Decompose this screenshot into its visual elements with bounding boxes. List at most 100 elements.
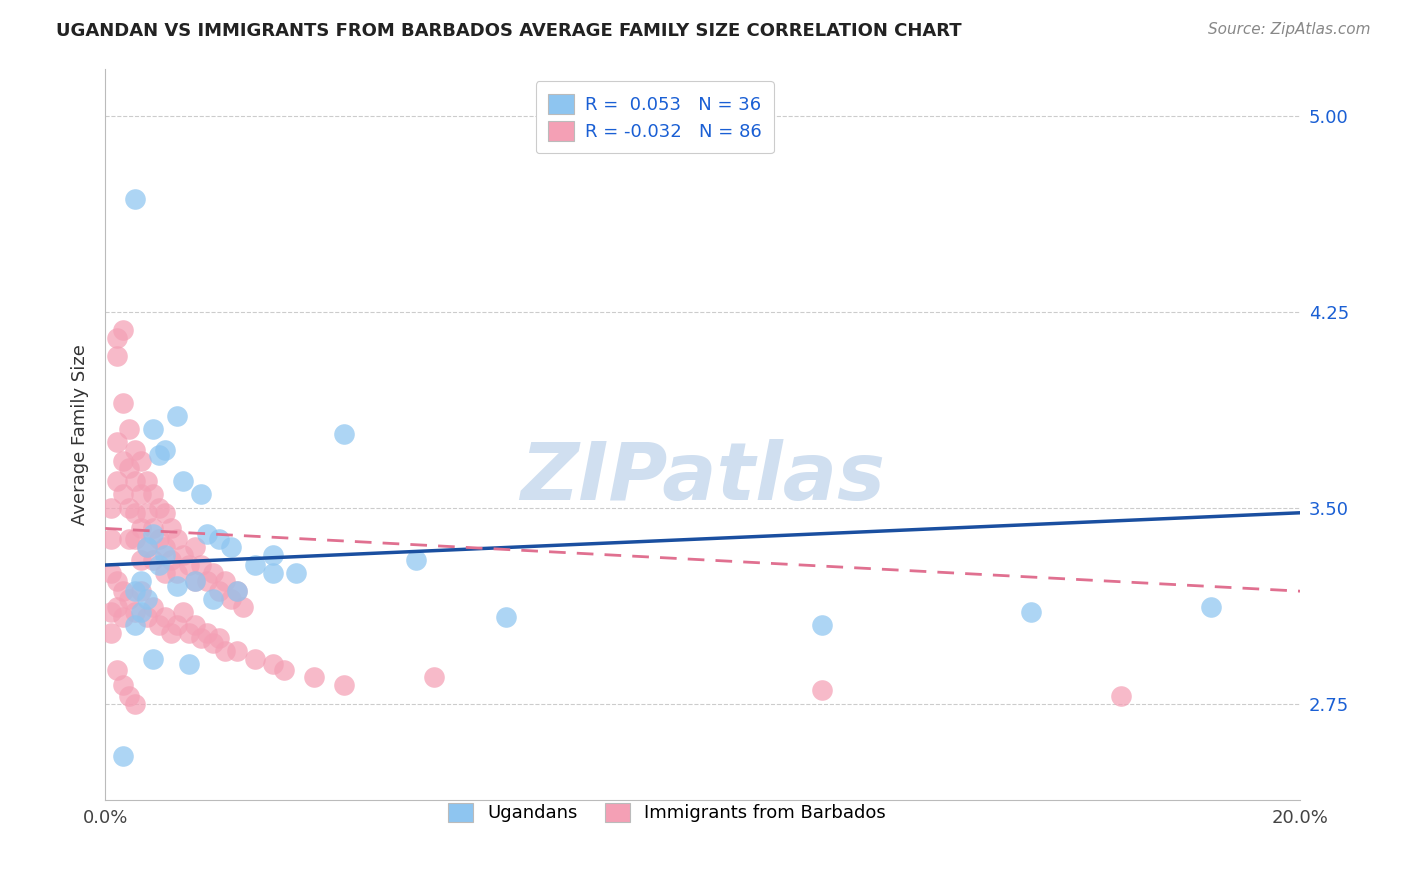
Point [148,618,170,632]
Point [118,500,141,515]
Point [160,553,183,567]
Point [304,670,326,684]
Point [160,521,183,535]
Point [153,610,176,624]
Point [333,427,356,442]
Point [262,566,284,580]
Point [112,584,135,599]
Point [243,652,266,666]
Point [172,605,194,619]
Point [124,584,146,599]
Point [172,548,194,562]
Point [153,443,176,458]
Point [208,584,231,599]
Point [166,618,188,632]
Point [184,618,207,632]
Point [105,435,128,450]
Point [219,592,242,607]
Point [225,644,247,658]
Point [124,605,146,619]
Point [142,599,165,614]
Point [124,532,146,546]
Point [190,487,212,501]
Point [219,540,242,554]
Point [118,592,141,607]
Point [148,448,170,462]
Point [166,532,188,546]
Point [118,461,141,475]
Point [262,548,284,562]
Point [148,500,170,515]
Point [112,487,135,501]
Point [405,553,427,567]
Point [225,584,247,599]
Point [112,453,135,467]
Point [201,592,224,607]
Point [112,748,135,763]
Point [195,574,218,588]
Point [153,540,176,554]
Point [129,521,152,535]
Point [201,636,224,650]
Point [172,475,194,489]
Point [100,566,122,580]
Point [118,532,141,546]
Point [262,657,284,672]
Y-axis label: Average Family Size: Average Family Size [72,344,89,524]
Point [105,349,128,363]
Point [243,558,266,572]
Point [124,443,146,458]
Point [129,553,152,567]
Point [142,652,165,666]
Point [195,526,218,541]
Point [184,540,207,554]
Point [214,574,236,588]
Point [184,574,207,588]
Point [136,506,159,520]
Point [118,689,141,703]
Point [105,574,128,588]
Point [1199,599,1222,614]
Point [112,678,135,692]
Point [100,532,122,546]
Point [142,422,165,436]
Point [177,657,200,672]
Point [136,592,159,607]
Point [177,626,200,640]
Text: UGANDAN VS IMMIGRANTS FROM BARBADOS AVERAGE FAMILY SIZE CORRELATION CHART: UGANDAN VS IMMIGRANTS FROM BARBADOS AVER… [56,22,962,40]
Point [166,566,188,580]
Point [142,487,165,501]
Point [232,599,254,614]
Point [214,644,236,658]
Point [177,558,200,572]
Point [124,192,146,206]
Point [153,566,176,580]
Point [208,631,231,645]
Point [153,506,176,520]
Point [136,610,159,624]
Point [811,618,834,632]
Point [112,323,135,337]
Point [142,526,165,541]
Point [153,548,176,562]
Point [208,532,231,546]
Point [129,487,152,501]
Point [136,540,159,554]
Point [190,558,212,572]
Point [129,605,152,619]
Point [129,574,152,588]
Point [112,610,135,624]
Point [285,566,308,580]
Point [124,475,146,489]
Point [100,626,122,640]
Point [136,475,159,489]
Point [333,678,356,692]
Legend: Ugandans, Immigrants from Barbados: Ugandans, Immigrants from Barbados [434,790,898,835]
Point [225,584,247,599]
Point [195,626,218,640]
Point [124,506,146,520]
Point [160,626,183,640]
Point [118,422,141,436]
Point [105,475,128,489]
Point [105,599,128,614]
